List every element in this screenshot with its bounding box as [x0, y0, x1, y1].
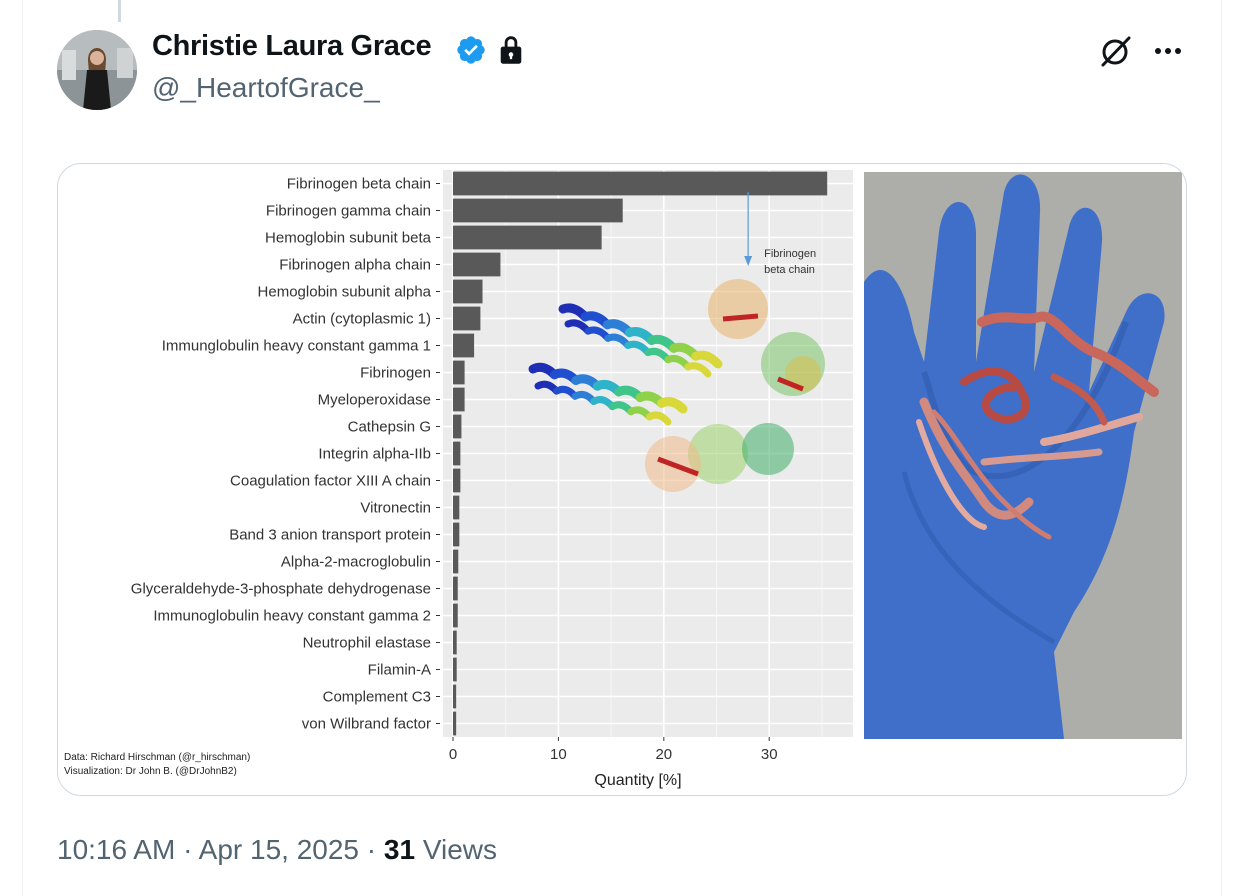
category-label: Myeloperoxidase [318, 392, 431, 409]
credit-visualization: Visualization: Dr John B. (@DrJohnB2) [64, 766, 237, 777]
chart-bar [453, 441, 461, 466]
lock-icon [500, 36, 522, 64]
chart-bar [453, 630, 457, 655]
author-handle[interactable]: @_HeartofGrace_ [152, 72, 380, 103]
chart-bar [453, 171, 828, 196]
chart-bar [453, 495, 460, 520]
views-label: Views [422, 834, 498, 865]
category-label: Coagulation factor XIII A chain [230, 473, 431, 490]
category-label: Alpha-2-macroglobulin [281, 554, 431, 571]
author-name[interactable]: Christie Laura Grace [152, 30, 432, 62]
chart-bar [453, 387, 465, 412]
chart-bar [453, 225, 602, 250]
avatar[interactable] [57, 30, 137, 110]
x-tick-label: 30 [761, 746, 778, 763]
category-label: Cathepsin G [348, 419, 431, 436]
category-label: Immunoglobulin heavy constant gamma 2 [153, 608, 431, 625]
annotation-label: beta chain [764, 264, 815, 276]
chart-bar [453, 684, 457, 709]
category-label: Hemoglobin subunit alpha [258, 284, 432, 301]
tweet-time[interactable]: 10:16 AM [57, 834, 176, 865]
chart-bar [453, 279, 483, 304]
chart-bar [453, 252, 501, 277]
chart-bar [453, 333, 475, 358]
category-label: Hemoglobin subunit beta [265, 230, 432, 247]
chart-bar [453, 711, 457, 736]
chart-bar [453, 198, 623, 223]
thread-line [118, 0, 121, 22]
category-label: Actin (cytoplasmic 1) [293, 311, 431, 328]
tweet-date[interactable]: Apr 15, 2025 [198, 834, 359, 865]
more-options-icon[interactable] [1150, 36, 1186, 66]
tweet-media-image[interactable]: Fibrinogen beta chain Fibrinogen gamma ch… [57, 163, 1187, 796]
views-count: 31 [383, 834, 416, 865]
verified-badge-icon [457, 36, 485, 64]
chart-bar [453, 522, 460, 547]
protein-structure-illustration [528, 279, 825, 492]
chart-bar [453, 549, 459, 574]
category-label: Integrin alpha-IIb [318, 446, 431, 463]
category-label: Filamin-A [368, 662, 431, 679]
chart-credits: Data: Richard Hirschman (@r_hirschman) V… [64, 751, 250, 779]
tweet-card [22, 0, 1222, 896]
category-label: Fibrinogen [360, 365, 431, 382]
category-label: Vitronectin [360, 500, 431, 517]
credit-data: Data: Richard Hirschman (@r_hirschman) [64, 752, 251, 763]
separator: · [366, 834, 377, 865]
category-label: Band 3 anion transport protein [229, 527, 431, 544]
category-label: Immunglobulin heavy constant gamma 1 [162, 338, 431, 355]
x-tick-label: 10 [550, 746, 567, 763]
tweet-timestamp-row: 10:16 AM · Apr 15, 2025 · 31 Views [57, 834, 497, 866]
chart-bar [453, 576, 458, 601]
chart-bar [453, 360, 465, 385]
category-label: Fibrinogen gamma chain [266, 203, 431, 220]
protein-bar-chart: Fibrinogen beta chain Fibrinogen gamma ch… [131, 170, 853, 789]
category-label: von Wilbrand factor [302, 716, 431, 733]
gloved-hand-photo [864, 172, 1182, 739]
category-label: Fibrinogen beta chain [287, 176, 431, 193]
x-axis-label: Quantity [%] [594, 772, 681, 789]
x-tick-label: 20 [655, 746, 672, 763]
category-label: Neutrophil elastase [303, 635, 431, 652]
separator: · [183, 834, 193, 865]
grok-icon[interactable] [1098, 34, 1134, 70]
chart-bar [453, 468, 461, 493]
annotation-arrowhead [744, 256, 753, 266]
annotation-label: Fibrinogen [764, 248, 816, 260]
category-label: Complement C3 [323, 689, 431, 706]
chart-bar [453, 657, 457, 682]
chart-bar [453, 306, 481, 331]
category-label: Fibrinogen alpha chain [279, 257, 431, 274]
chart-bar [453, 414, 462, 439]
x-tick-label: 0 [449, 746, 457, 763]
category-label: Glyceraldehyde-3-phosphate dehydrogenase [131, 581, 431, 598]
chart-bar [453, 603, 458, 628]
